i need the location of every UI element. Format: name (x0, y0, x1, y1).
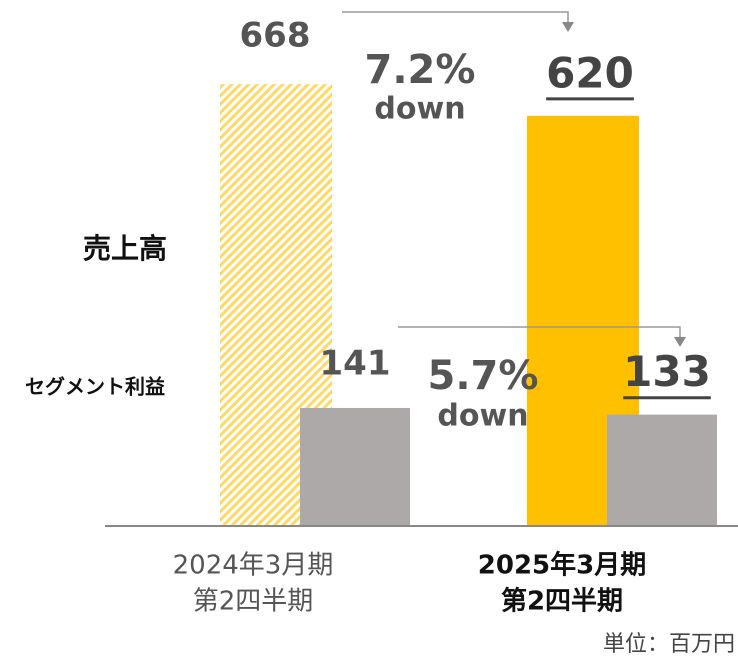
annotation-percent: 5.7% (428, 353, 539, 399)
unit-note: 単位：百万円 (603, 632, 735, 657)
series-label: セグメント利益 (25, 375, 165, 399)
x-tick-label: 2025年3月期 (478, 550, 646, 581)
value-label: 668 (240, 16, 311, 56)
value-label: 141 (320, 343, 391, 383)
x-tick-label: 第2四半期 (193, 587, 314, 617)
value-label: 133 (623, 347, 711, 396)
bar (607, 414, 717, 525)
bar (300, 407, 410, 525)
annotation-percent: 7.2% (365, 47, 476, 93)
arrow (398, 326, 681, 339)
annotation-word: down (437, 399, 528, 434)
x-tick-label: 第2四半期 (501, 586, 623, 617)
arrow-head (562, 22, 574, 32)
value-label: 620 (546, 48, 634, 97)
series-label: 売上高 (83, 232, 167, 265)
annotation-word: down (374, 92, 465, 127)
x-tick-label: 2024年3月期 (173, 551, 334, 581)
arrow-head (674, 337, 686, 347)
arrow (342, 11, 569, 24)
